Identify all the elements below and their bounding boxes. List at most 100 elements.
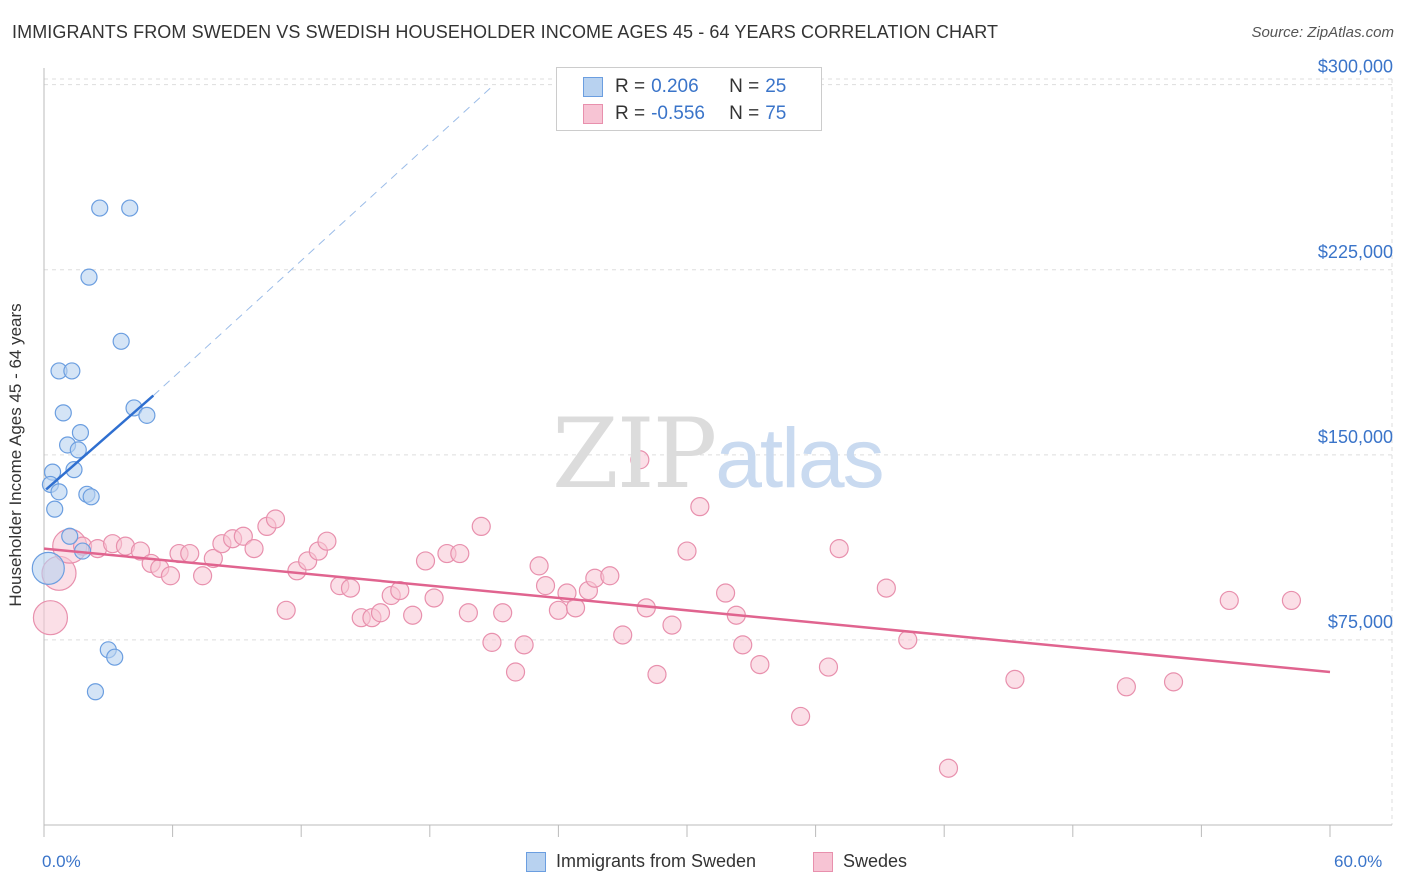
data-point-swedes: [514, 635, 534, 655]
data-point-swedes: [265, 509, 286, 529]
series-legend: Immigrants from Sweden Swedes: [0, 851, 1406, 877]
data-point-swedes: [233, 526, 253, 546]
data-point-immigrants: [121, 199, 139, 217]
watermark-zip: ZIP: [552, 398, 717, 510]
data-point-swedes: [790, 706, 811, 727]
y-tick-label: $300,000: [1318, 57, 1393, 77]
legend-swatch-pink: [813, 851, 833, 872]
trend-line-swedes: [43, 547, 1331, 674]
data-point-swedes: [32, 600, 69, 636]
data-point-immigrants: [106, 648, 124, 666]
y-tick-label: $225,000: [1318, 242, 1393, 262]
data-point-swedes: [829, 539, 849, 559]
data-point-immigrants: [80, 268, 98, 286]
trend-line-immigrants: [45, 394, 155, 491]
legend-swatch-pink: [583, 104, 603, 124]
trend-extension-immigrants: [152, 84, 495, 396]
data-point-swedes: [244, 539, 264, 559]
axes: [43, 68, 1392, 837]
series-swedes: [32, 450, 1302, 778]
legend-r-value: -0.556: [651, 103, 705, 124]
legend-n-value: 75: [765, 103, 787, 124]
data-point-swedes: [458, 603, 478, 623]
legend-r-label: R =: [615, 103, 646, 124]
legend-r-value: 0.206: [651, 76, 699, 97]
data-point-swedes: [276, 600, 296, 620]
data-point-immigrants: [69, 441, 87, 459]
data-point-swedes: [130, 541, 151, 561]
legend-row-immigrants: R = 0.206 N = 25: [557, 74, 786, 100]
data-point-swedes: [403, 605, 423, 625]
data-point-immigrants: [86, 683, 105, 701]
x-tick-label-max: 60.0%: [1334, 852, 1383, 871]
watermark-atlas: atlas: [715, 411, 884, 505]
data-point-swedes: [613, 625, 633, 645]
data-point-swedes: [600, 566, 620, 586]
stats-legend: R = 0.206 N = 25 R = -0.556 N = 75: [556, 67, 822, 131]
data-point-swedes: [505, 662, 526, 682]
series-immigrants-from-sweden: [31, 199, 156, 701]
data-point-swedes: [317, 531, 337, 551]
data-point-swedes: [340, 578, 361, 598]
y-tick-label: $150,000: [1318, 427, 1393, 447]
data-point-swedes: [415, 551, 436, 571]
data-point-swedes: [193, 566, 213, 586]
legend-item-swedes: Swedes: [813, 851, 907, 872]
chart-title: IMMIGRANTS FROM SWEDEN VS SWEDISH HOUSEH…: [12, 22, 999, 42]
data-point-swedes: [677, 541, 697, 561]
data-point-immigrants: [91, 199, 109, 217]
data-point-immigrants: [65, 461, 83, 479]
data-point-swedes: [471, 516, 491, 537]
data-point-immigrants: [46, 500, 64, 518]
data-point-immigrants: [125, 399, 143, 417]
data-point-swedes: [203, 548, 223, 569]
data-point-swedes: [180, 543, 200, 564]
legend-row-swedes: R = -0.556 N = 75: [557, 101, 786, 127]
legend-label-swedes: Swedes: [843, 851, 908, 871]
data-point-swedes: [450, 543, 470, 564]
watermark: ZIPatlas: [552, 398, 885, 510]
data-point-swedes: [898, 630, 918, 650]
data-point-immigrants: [50, 483, 68, 501]
legend-n-label: N =: [729, 76, 760, 97]
data-point-swedes: [733, 635, 753, 655]
trend-lines: [43, 394, 1331, 674]
data-point-swedes: [535, 576, 556, 596]
data-point-swedes: [424, 588, 444, 608]
data-point-immigrants: [54, 404, 72, 422]
data-point-swedes: [690, 497, 710, 517]
y-tick-label: $75,000: [1328, 612, 1393, 632]
legend-swatch-blue: [583, 77, 603, 97]
data-point-swedes: [630, 450, 650, 470]
data-point-immigrants: [31, 551, 65, 585]
data-point-immigrants: [112, 332, 130, 350]
data-point-immigrants: [82, 488, 100, 506]
source-credit: Source: ZipAtlas.com: [1251, 24, 1394, 41]
legend-n-value: 25: [765, 76, 787, 97]
data-point-immigrants: [138, 406, 156, 424]
data-point-swedes: [565, 598, 586, 618]
data-point-swedes: [548, 600, 569, 620]
data-point-immigrants: [71, 424, 90, 442]
y-tick-labels: $75,000 $150,000 $225,000 $300,000: [1318, 57, 1393, 632]
y-axis-label: Householder Income Ages 45 - 64 years: [6, 303, 25, 607]
legend-swatch-blue: [526, 851, 546, 872]
data-point-swedes: [370, 603, 391, 623]
legend-label-immigrants: Immigrants from Sweden: [556, 851, 757, 871]
data-point-swedes: [750, 654, 770, 675]
data-point-swedes: [493, 603, 513, 623]
data-point-swedes: [482, 632, 502, 652]
data-point-immigrants: [61, 527, 79, 545]
data-point-swedes: [1281, 590, 1302, 611]
trend-line-immigrants-extension: [152, 84, 495, 396]
legend-n-label: N =: [729, 103, 760, 124]
data-point-swedes: [1005, 669, 1025, 690]
data-point-swedes: [715, 583, 736, 603]
data-point-swedes: [662, 615, 682, 635]
data-point-swedes: [1163, 672, 1184, 692]
legend-item-immigrants: Immigrants from Sweden: [526, 851, 756, 872]
data-point-swedes: [1219, 590, 1239, 611]
data-point-swedes: [647, 664, 667, 685]
data-point-swedes: [1116, 677, 1136, 697]
